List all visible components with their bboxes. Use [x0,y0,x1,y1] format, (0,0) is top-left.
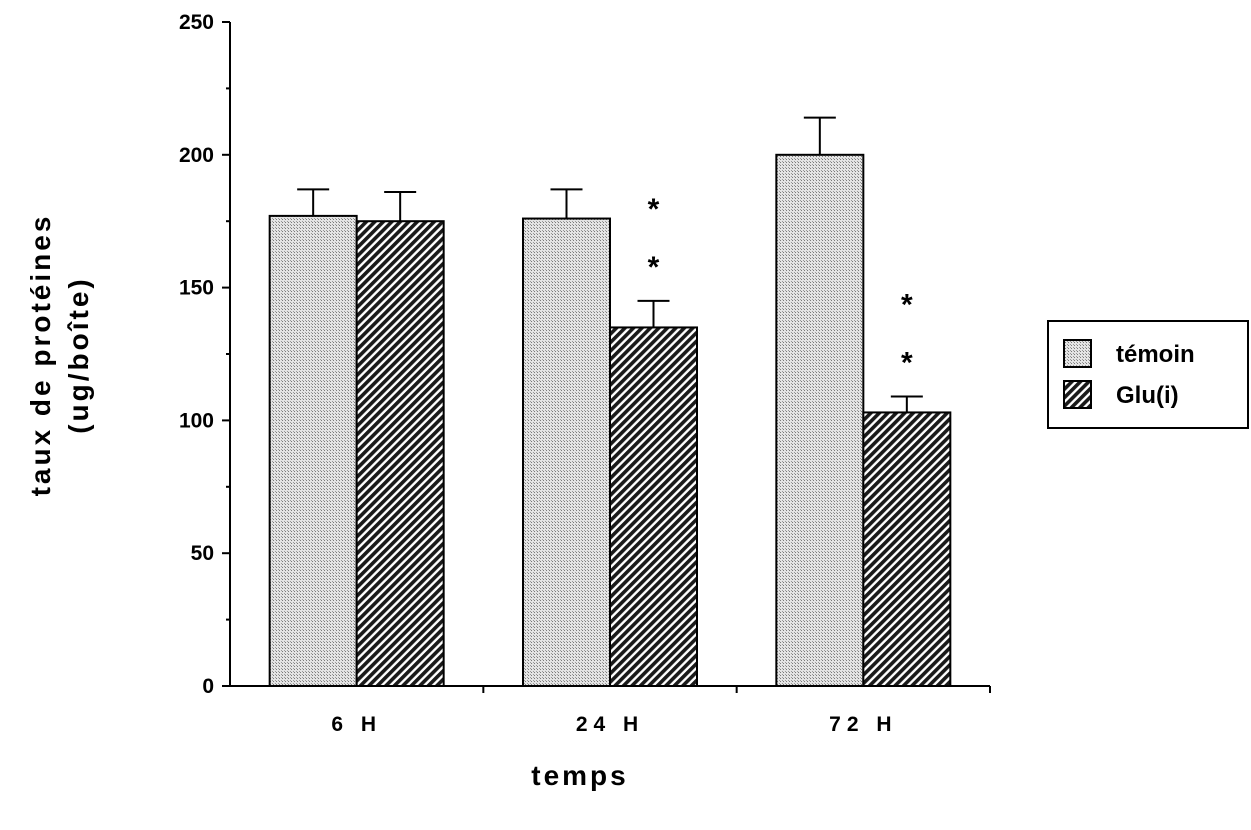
y-tick-label-0: 0 [202,675,214,698]
legend-swatch-temoin [1063,339,1092,368]
y-tick-label-100: 100 [179,409,214,432]
bar-glu-24H [609,326,698,687]
legend: témoin Glu(i) [1047,320,1249,429]
legend-label-glu: Glu(i) [1116,382,1179,409]
y-tick-label-250: 250 [179,11,214,34]
x-tick-label-24H: 24 H [576,713,644,736]
y-tick-label-200: 200 [179,144,214,167]
y-axis-title-line-1: taux de protéines [25,214,56,497]
significance-star: * [901,346,913,379]
x-tick-label-6H: 6 H [331,713,382,736]
bars [268,153,952,688]
y-axis-title-line-2: (ug/boîte) [63,276,94,434]
legend-label-temoin: témoin [1116,341,1195,368]
x-axis-title: temps [531,760,628,791]
significance-star: * [901,288,913,321]
x-tick-label-72H: 72 H [829,713,897,736]
significance-marks: * * * * [648,193,913,380]
x-axis: 6 H 24 H 72 H [230,685,991,736]
bar-glu-72H [862,411,952,687]
y-tick-label-50: 50 [191,542,214,565]
legend-swatch-glu [1063,380,1092,409]
bar-temoin-6H [268,214,358,687]
y-tick-label-150: 150 [179,277,214,300]
significance-star: * [648,193,660,226]
bar-temoin-72H [775,153,865,688]
error-bars [297,116,923,413]
bar-temoin-24H [522,217,611,687]
bar-glu-6H [355,220,445,687]
significance-star: * [648,251,660,284]
legend-frame [1047,320,1249,429]
y-axis-title: taux de protéines (ug/boîte) [25,214,94,497]
y-axis: 0 50 100 150 200 250 [179,11,231,698]
